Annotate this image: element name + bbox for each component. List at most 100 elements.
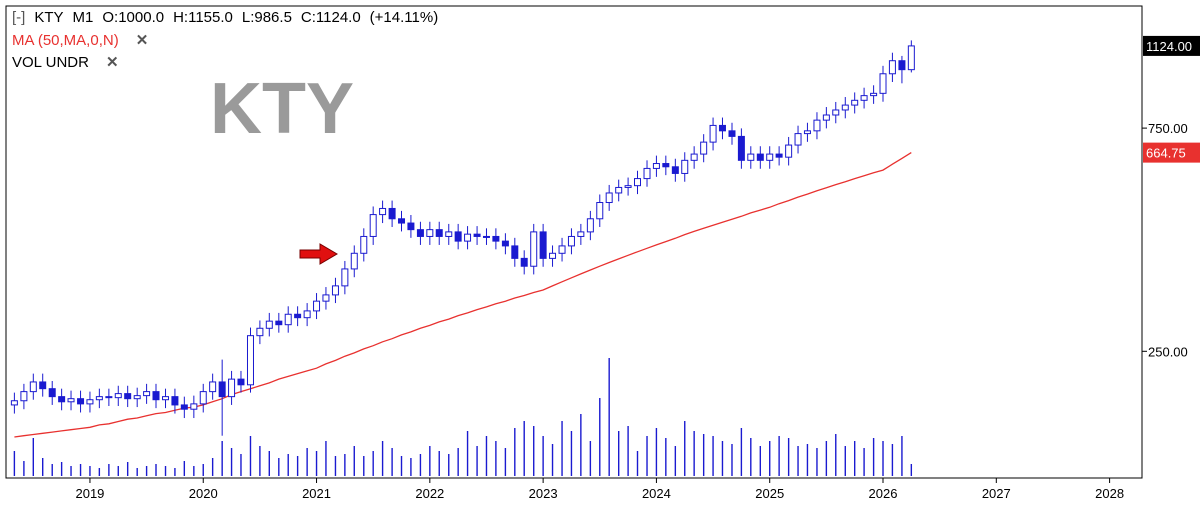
candle [86,391,94,413]
candle [331,277,339,304]
candle [851,92,859,114]
candle [398,210,406,232]
candle-body [530,231,538,267]
symbol: KTY [34,9,64,26]
candle-body [888,60,896,75]
candle [728,122,736,145]
candle [671,158,679,182]
candle [77,390,85,413]
candle-body [794,133,802,146]
x-tick-label: 2025 [755,486,784,501]
candle [209,373,217,400]
candle [350,245,358,278]
candle-body [851,99,859,106]
price-tag-label: 1124.00 [1146,39,1192,54]
candle [162,388,170,409]
candle [322,287,330,310]
candle [520,250,528,275]
candle [341,260,349,295]
y-tick-label: 750.00 [1148,121,1188,136]
candle-body [841,104,849,111]
candle-body [813,119,821,132]
candle-body [58,396,66,403]
collapse-icon[interactable]: [-] [12,9,26,26]
remove-icon[interactable]: ✕ [105,54,119,71]
candle-body [218,381,226,398]
candle-body [379,207,387,216]
candle [813,112,821,140]
candle-body [435,229,443,237]
candle-body [747,153,755,161]
x-tick-label: 2027 [982,486,1011,501]
candle-body [114,393,122,399]
candle [435,221,443,245]
candle-body [416,229,424,237]
candle-body [539,231,547,259]
candle-body [473,233,481,237]
candle [133,387,141,408]
candle-body [180,404,188,410]
candle [228,370,236,405]
candle-body [870,92,878,97]
candle [888,52,896,83]
candle [539,223,547,267]
candle-body [766,153,774,161]
candle-body [331,285,339,296]
candle [501,233,509,255]
candle [681,152,689,182]
candle-body [511,245,519,259]
candle [95,388,103,409]
ohlc-low: L:986.5 [241,9,292,26]
candle-body [246,335,254,386]
candle [775,146,783,166]
candle [388,200,396,227]
candle-body [718,124,726,132]
candle-body [445,231,453,237]
candle [803,122,811,142]
candle-body [652,163,660,169]
candle [20,383,28,410]
candle-body [549,252,557,259]
indicator-volume: VOL UNDR [12,54,89,71]
candle [445,223,453,245]
x-tick-label: 2023 [529,486,558,501]
remove-icon[interactable]: ✕ [135,32,149,49]
candle [586,210,594,241]
candle-body [237,378,245,386]
candle-body [171,396,179,406]
candle-body [832,109,840,116]
candle [360,228,368,262]
candle-body [577,231,585,237]
candle [822,107,830,129]
candle [577,223,585,245]
candle [643,160,651,187]
y-tick-label: 250.00 [1148,344,1188,359]
candle-body [152,391,160,401]
candle-body [77,398,85,405]
candle [58,388,66,411]
candle-body [143,391,151,397]
candle [605,184,613,211]
header-legend: [-] KTY M1 O:1000.0 H:1155.0 L:986.5 C:1124.0 (… [12,9,447,26]
candle-body [426,229,434,237]
candle-body [671,166,679,174]
candle-body [567,235,575,247]
candle-body [860,95,868,101]
candle [737,128,745,169]
candle [29,373,37,400]
candle [511,237,519,267]
x-tick-label: 2019 [75,486,104,501]
candle [284,306,292,333]
candle-body [360,235,368,254]
candle [454,223,462,250]
candle-body [303,310,311,319]
candle [832,101,840,124]
candle [379,200,387,224]
candle [171,388,179,414]
candle [180,396,188,419]
candle-body [48,388,56,398]
candle-body [105,396,113,399]
candle-body [464,233,472,242]
candle [492,228,500,250]
